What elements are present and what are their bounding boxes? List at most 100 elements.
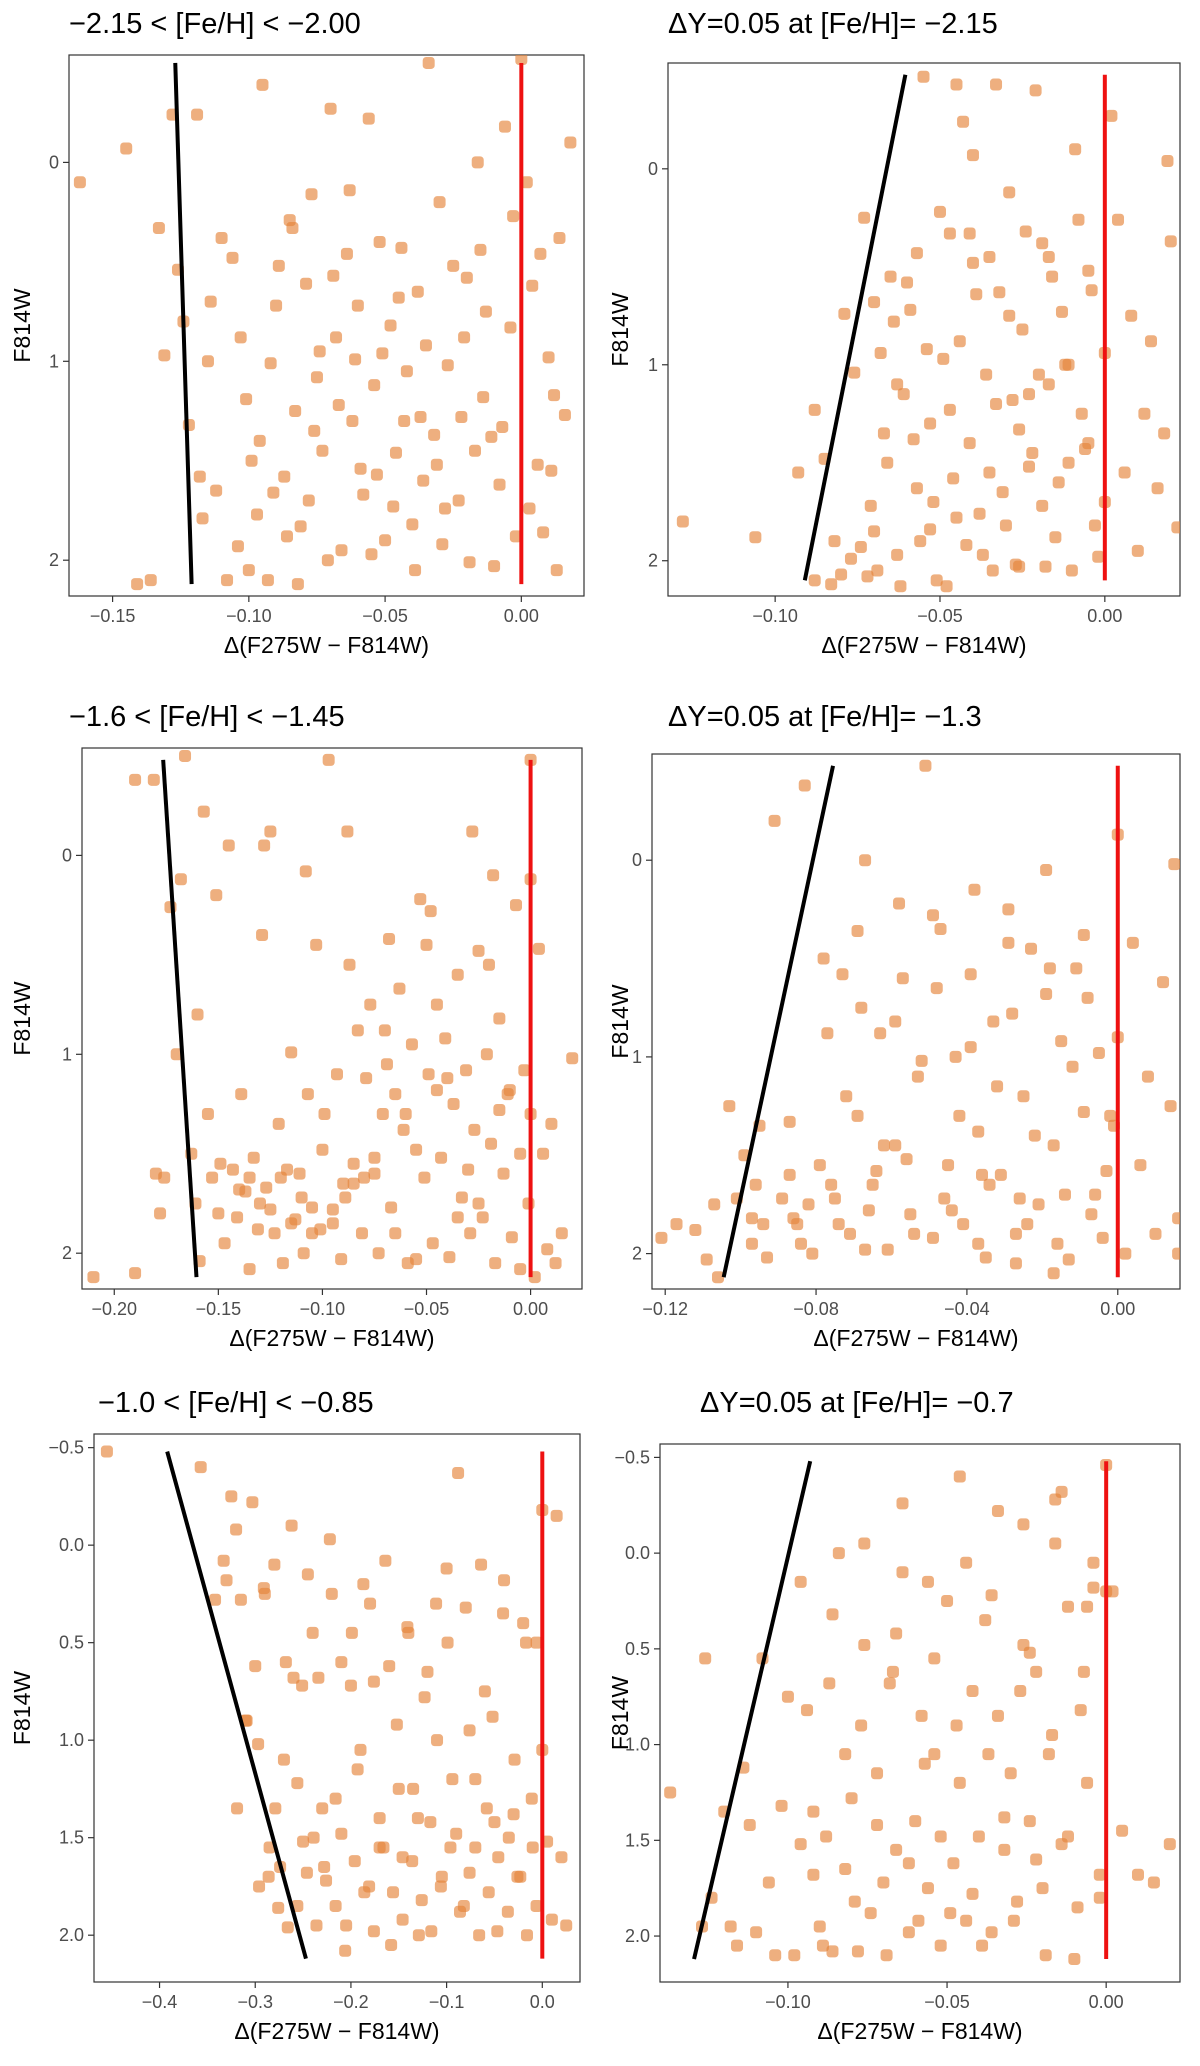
data-point — [420, 938, 433, 951]
data-point — [983, 1178, 996, 1191]
data-point — [452, 494, 465, 507]
data-point — [459, 1601, 472, 1614]
data-point — [501, 1905, 514, 1918]
panel-1: −2.15 < [Fe/H] < −2.00 −0.15 −0.10 −0.05 0.0… — [9, 8, 585, 658]
data-point — [520, 1636, 533, 1649]
data-point — [990, 78, 1003, 91]
data-point — [443, 1251, 456, 1264]
data-point — [285, 1217, 298, 1230]
data-point — [549, 1257, 562, 1270]
data-point — [901, 276, 914, 289]
data-point — [972, 1125, 985, 1138]
data-point — [1030, 1853, 1043, 1866]
data-point — [823, 1677, 836, 1690]
data-point — [383, 1660, 396, 1673]
data-point — [1040, 864, 1053, 877]
data-point — [349, 353, 362, 366]
data-point — [194, 1461, 207, 1474]
x-tick-label: 0.00 — [513, 1299, 548, 1319]
x-axis-label: Δ(F275W − F814W) — [821, 632, 1026, 658]
data-point — [985, 1926, 998, 1939]
data-point — [855, 1719, 868, 1732]
data-point — [409, 564, 422, 577]
data-point — [1002, 903, 1015, 916]
data-point — [1118, 466, 1131, 479]
data-point — [1052, 476, 1065, 489]
data-point — [963, 437, 976, 450]
data-point — [396, 1913, 409, 1926]
data-point — [877, 1876, 890, 1889]
data-point — [431, 1734, 444, 1747]
data-point — [868, 296, 881, 309]
panel-title: −1.0 < [Fe/H] < −0.85 — [98, 1387, 374, 1419]
data-point — [318, 1107, 331, 1120]
data-point — [1116, 1824, 1129, 1837]
data-point — [243, 1171, 256, 1184]
data-point — [312, 1671, 325, 1684]
data-point — [158, 349, 171, 362]
data-point — [1032, 1198, 1045, 1211]
data-point — [441, 1636, 454, 1649]
data-point — [670, 1218, 683, 1231]
x-tick-label: 0.00 — [1087, 606, 1122, 626]
y-axis-label: F814W — [607, 1676, 633, 1750]
data-point — [896, 972, 909, 985]
data-layer — [664, 1459, 1176, 1966]
data-point — [1087, 1556, 1100, 1569]
data-point — [387, 1886, 400, 1899]
data-point — [469, 1773, 482, 1786]
data-point — [430, 1597, 443, 1610]
data-point — [485, 430, 498, 443]
data-point — [1081, 991, 1094, 1004]
x-tick-label: −0.3 — [237, 1992, 273, 2012]
data-point — [1003, 186, 1016, 199]
data-point — [330, 331, 343, 344]
data-point — [339, 1191, 352, 1204]
data-point — [1131, 544, 1144, 557]
data-point — [1013, 560, 1026, 573]
data-point — [794, 1838, 807, 1851]
y-tick-label: −0.5 — [48, 1438, 84, 1458]
data-point — [326, 1217, 339, 1230]
data-point — [129, 773, 142, 786]
data-point — [889, 1015, 902, 1028]
y-tick-label: 1 — [632, 1047, 642, 1067]
data-point — [1081, 1776, 1094, 1789]
y-tick-label: 2 — [648, 551, 658, 571]
data-point — [310, 1919, 323, 1932]
data-point — [987, 1015, 1000, 1028]
data-point — [943, 227, 956, 240]
data-point — [953, 1776, 966, 1789]
data-point — [1042, 1748, 1055, 1761]
data-point — [788, 1949, 801, 1962]
data-point — [1131, 1868, 1144, 1881]
data-point — [891, 378, 904, 391]
data-point — [226, 251, 239, 264]
x-tick-label: −0.04 — [944, 1299, 990, 1319]
data-point — [933, 205, 946, 218]
data-point — [1106, 1585, 1119, 1598]
data-point — [808, 574, 821, 587]
data-point — [920, 343, 933, 356]
data-point — [1047, 1139, 1060, 1152]
data-point — [296, 1679, 309, 1692]
data-point — [526, 1841, 539, 1854]
data-point — [930, 574, 943, 587]
data-point — [1126, 936, 1139, 949]
data-point — [859, 1243, 872, 1256]
data-point — [964, 1041, 977, 1054]
data-point — [817, 952, 830, 965]
data-point — [1168, 858, 1180, 871]
data-point — [883, 1677, 896, 1690]
data-point — [488, 560, 501, 573]
data-point — [379, 1554, 392, 1567]
data-point — [891, 548, 904, 561]
data-point — [966, 1684, 979, 1697]
panel-title: ΔY=0.05 at [Fe/H]= −1.3 — [668, 701, 982, 733]
plot-frame — [667, 62, 1181, 597]
data-point — [768, 814, 781, 827]
data-point — [215, 231, 228, 244]
panel-title: ΔY=0.05 at [Fe/H]= −0.7 — [700, 1387, 1014, 1419]
data-point — [458, 331, 471, 344]
